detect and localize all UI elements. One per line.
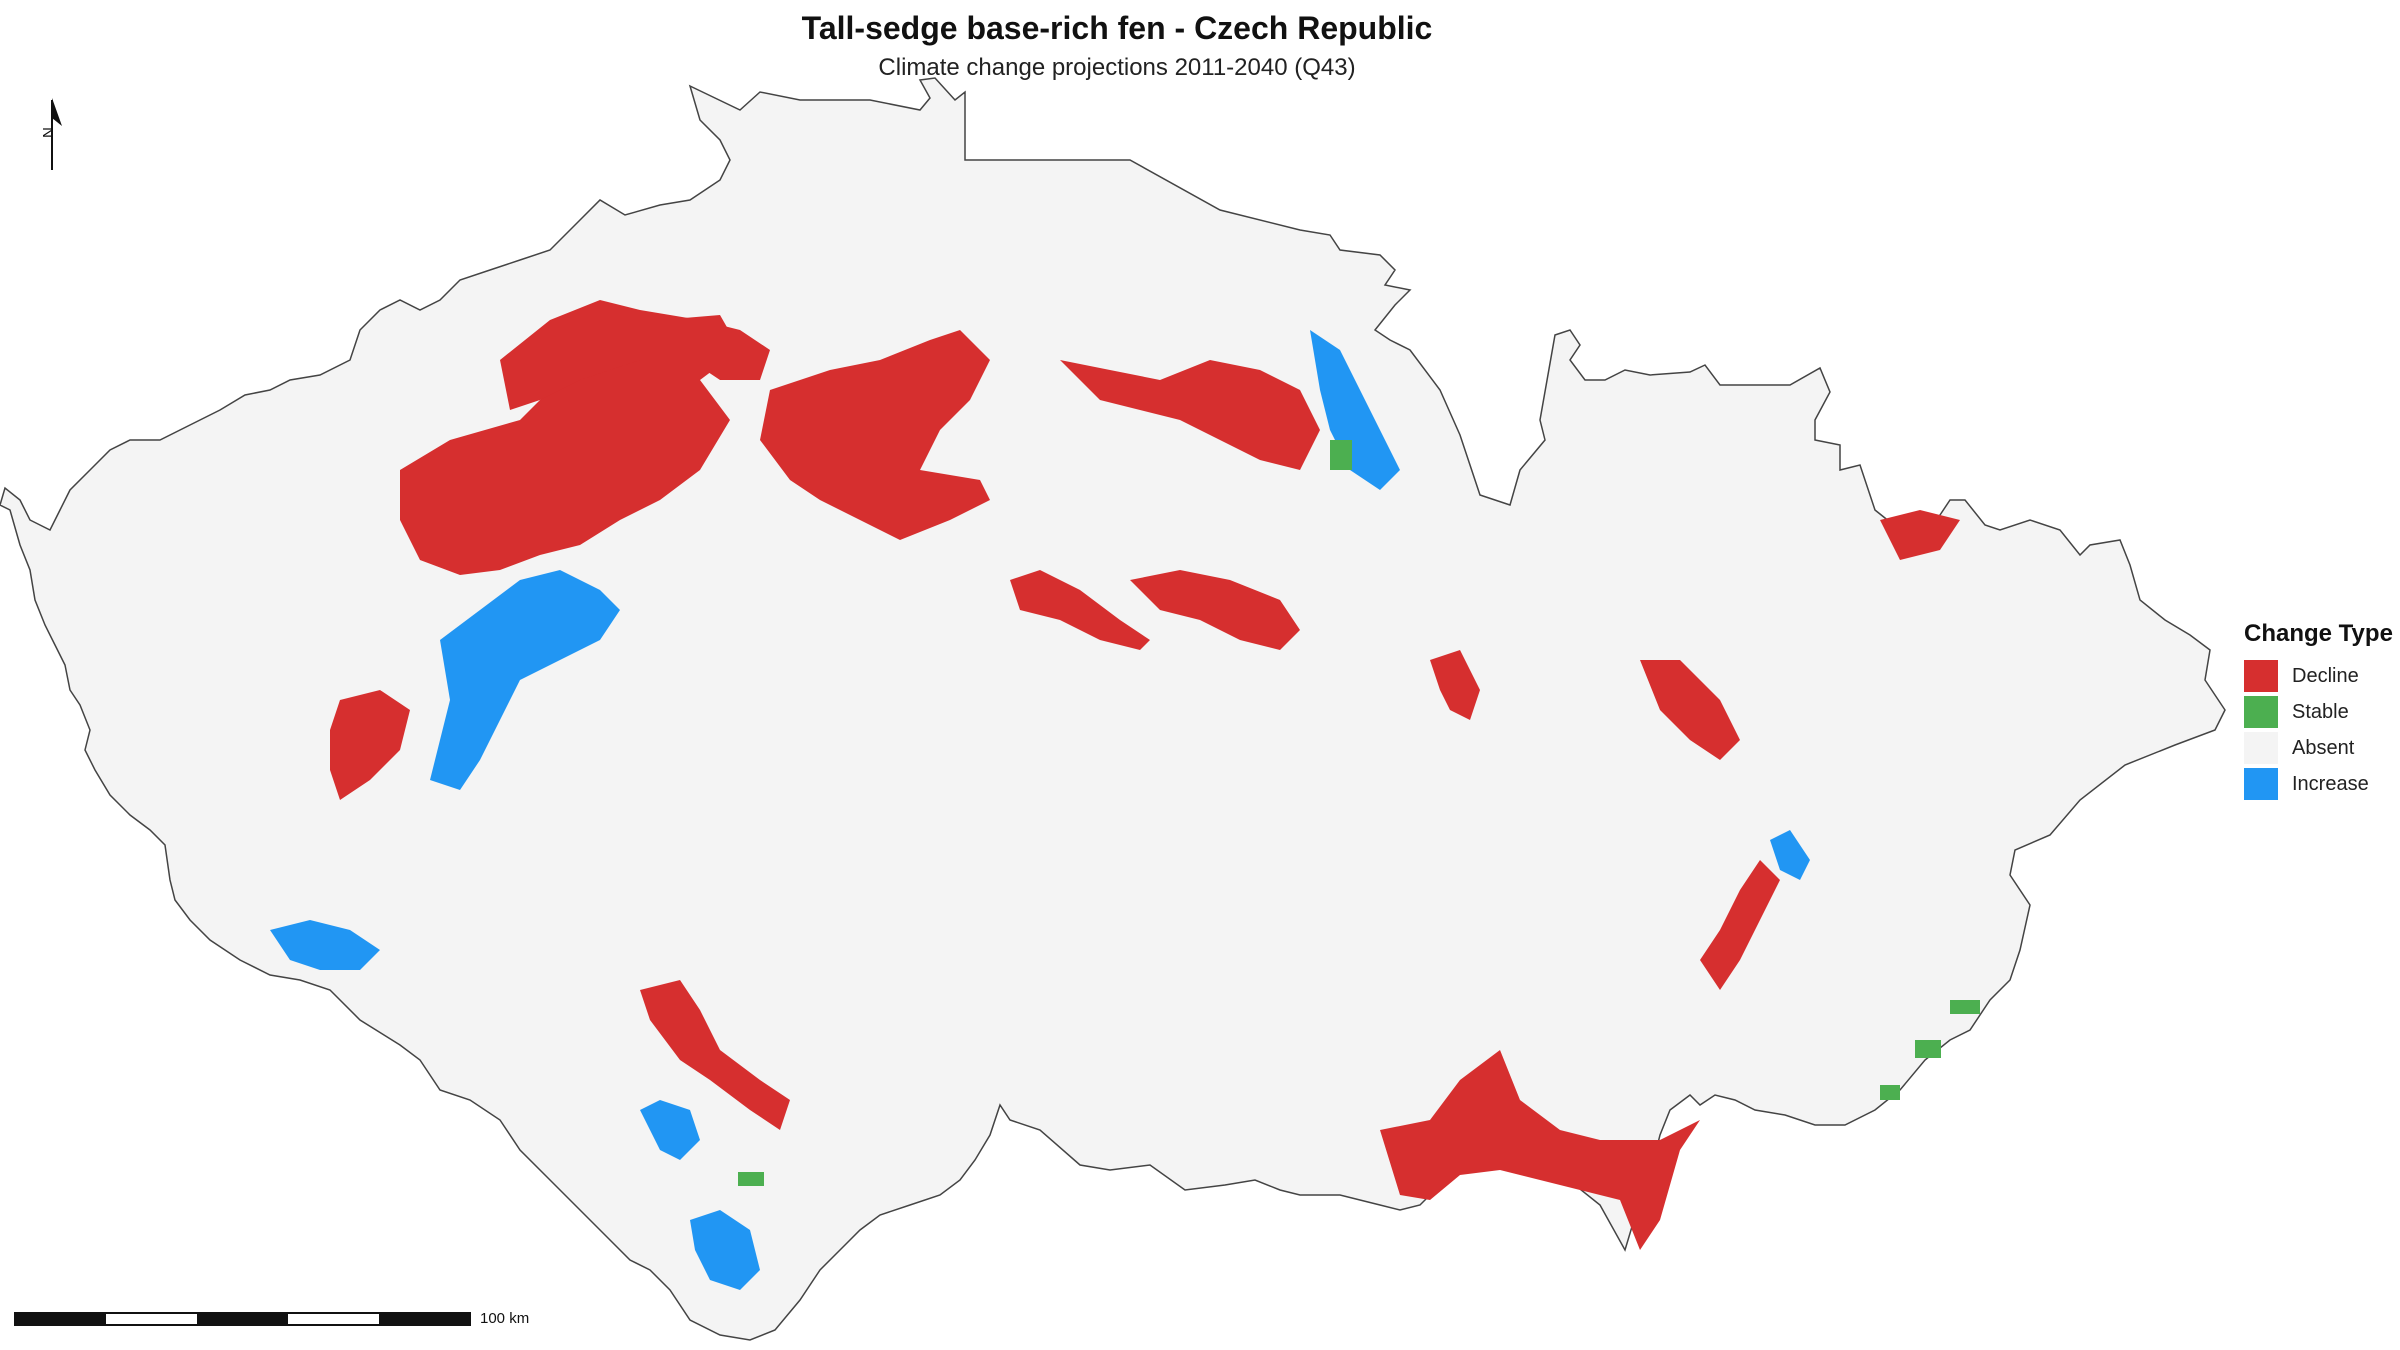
stable-area-2 (1950, 1000, 1980, 1014)
stable-areas (738, 440, 1980, 1186)
decline-area-moravia-1 (1430, 650, 1480, 720)
north-arrow (51, 98, 62, 170)
legend-title: Change Type (2244, 620, 2393, 647)
decline-area-center-east-2 (1130, 570, 1300, 650)
legend-label-increase: Increase (2292, 772, 2369, 795)
decline-area-center-east (1010, 570, 1150, 650)
decline-area-northeast (1880, 510, 1960, 560)
legend-item-absent: Absent (2244, 730, 2400, 766)
legend-item-increase: Increase (2244, 766, 2400, 802)
legend-item-decline: Decline (2244, 658, 2400, 694)
decline-area-south-moravia (1380, 1050, 1720, 1250)
increase-area-sw (270, 920, 380, 970)
legend-label-decline: Decline (2292, 664, 2359, 687)
stable-area-4 (1880, 1085, 1900, 1100)
decline-area-south (640, 980, 790, 1130)
stable-area-5 (738, 1172, 764, 1186)
stable-area-1 (1330, 440, 1352, 470)
legend-label-absent: Absent (2292, 736, 2355, 759)
map-title: Tall-sedge base-rich fen - Czech Republi… (801, 10, 1433, 46)
legend-item-stable: Stable (2244, 694, 2400, 730)
decline-area-west-central (400, 315, 740, 575)
map-subtitle: Climate change projections 2011-2040 (Q4… (878, 54, 1356, 81)
increase-area-south-2 (690, 1210, 760, 1290)
decline-area-east-ridge (1060, 360, 1320, 470)
increase-area-south-1 (640, 1100, 700, 1160)
increase-areas (270, 330, 1810, 1290)
increase-area-west (430, 570, 620, 790)
legend: Change Type Decline Stable Absent Increa… (2244, 620, 2400, 802)
decline-areas (330, 300, 1960, 1250)
decline-area-east-strip (1700, 860, 1780, 990)
decline-area-southwest-hill (330, 690, 410, 800)
north-label: N (40, 127, 57, 138)
legend-swatch-absent (2244, 732, 2278, 764)
stable-area-3 (1915, 1040, 1941, 1058)
decline-area-moravia-2 (1640, 660, 1740, 760)
increase-area-moravia (1770, 830, 1810, 880)
decline-area-central-north (760, 330, 990, 540)
legend-swatch-decline (2244, 660, 2278, 692)
north-arrow-icon (52, 98, 62, 126)
decline-area-north (500, 300, 770, 410)
increase-area-north-border (1310, 330, 1400, 490)
legend-label-stable: Stable (2292, 700, 2349, 723)
scale-bar (14, 1312, 471, 1326)
scale-bar-label: 100 km (480, 1310, 530, 1327)
country-outline (0, 77, 2226, 1341)
legend-swatch-stable (2244, 696, 2278, 728)
legend-swatch-increase (2244, 768, 2278, 800)
